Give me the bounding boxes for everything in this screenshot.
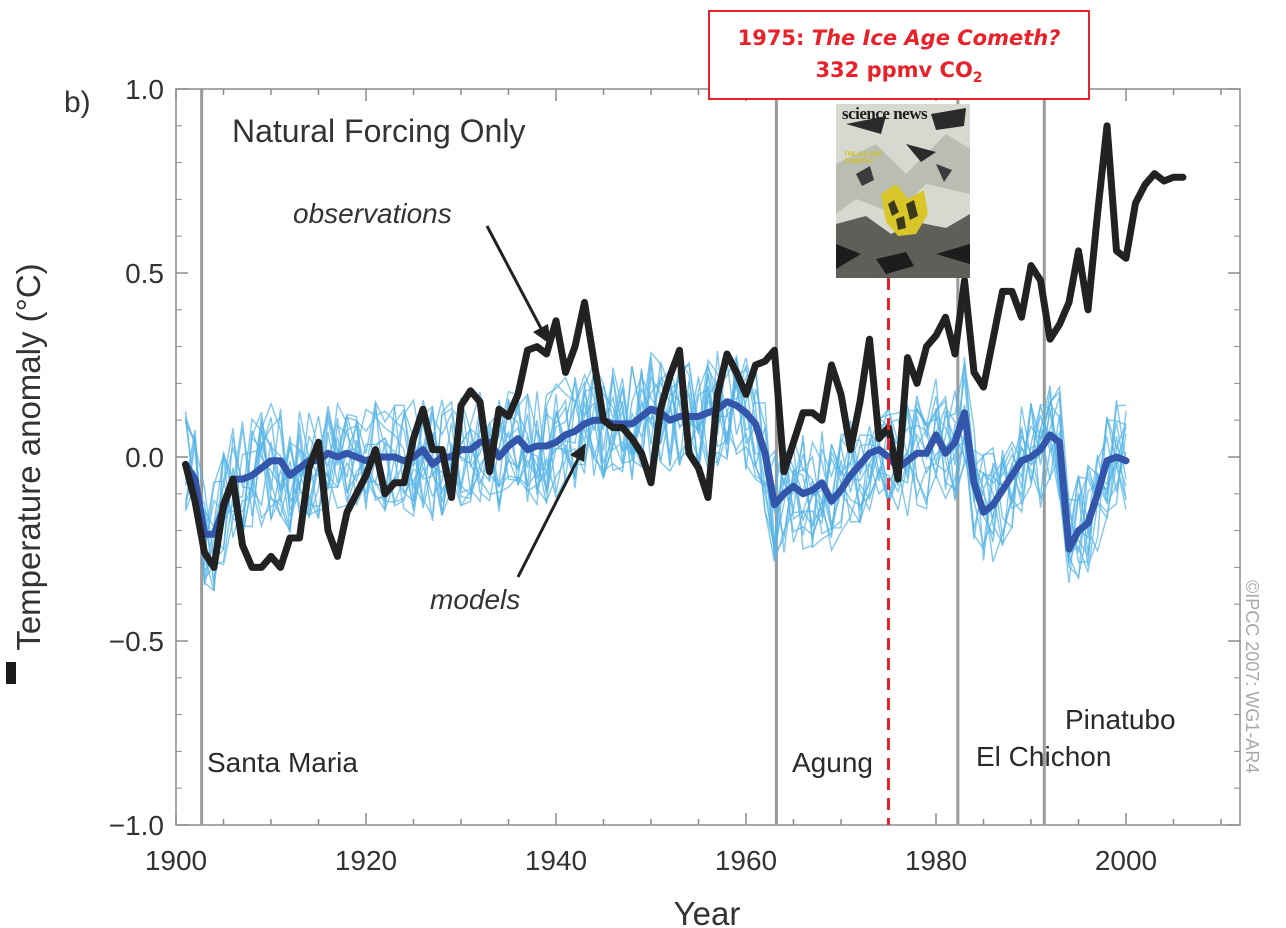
x-axis-title: Year [674, 895, 741, 928]
callout-co2: 332 ppmv CO [815, 58, 973, 82]
x-tick-label: 2000 [1095, 845, 1157, 876]
panel-label: b) [64, 86, 91, 119]
volcano-label-agung: Agung [792, 747, 873, 778]
callout-co2-subscript: 2 [972, 70, 983, 87]
volcano-label-el-chichon: El Chichon [976, 741, 1111, 772]
y-tick-labels: 1.0 0.5 0.0 −0.5 −1.0 [109, 74, 164, 841]
x-tick-label: 1960 [715, 845, 777, 876]
callout-headline: The Ice Age Cometh? [811, 26, 1061, 50]
observations-arrowhead [533, 324, 551, 345]
x-tick-label: 1900 [145, 845, 207, 876]
y-tick-label: 0.5 [125, 258, 164, 289]
science-news-cover-image: science news THE ICE AGE COMETH? [836, 104, 970, 278]
callout-1975-box: 1975: The Ice Age Cometh? 332 ppmv CO2 [708, 10, 1090, 100]
callout-line-1: 1975: The Ice Age Cometh? [710, 22, 1088, 54]
x-tick-label: 1980 [905, 845, 967, 876]
callout-year: 1975: [737, 26, 805, 50]
y-tick-label: −0.5 [109, 626, 164, 657]
cover-artwork [836, 104, 970, 278]
observations-arrow [485, 225, 546, 335]
y-axis-title-tab [6, 662, 16, 684]
observations-annotation: observations [293, 198, 452, 229]
y-tick-label: 0.0 [125, 442, 164, 473]
y-tick-label: 1.0 [125, 74, 164, 105]
volcano-label-pinatubo: Pinatubo [1065, 704, 1176, 735]
ipcc-watermark: ©IPCC 2007: WG1-AR4 [1242, 580, 1262, 774]
models-arrowhead [570, 443, 586, 462]
chart-title: Natural Forcing Only [232, 113, 525, 149]
models-arrow [516, 454, 582, 578]
y-axis-title: Temperature anomaly (°C) [10, 263, 47, 650]
cover-masthead: science news [842, 104, 928, 123]
models-annotation: models [430, 584, 520, 615]
observations-line [182, 122, 1187, 571]
x-tick-label: 1940 [525, 845, 587, 876]
models-mean-line [182, 398, 1130, 553]
cover-headline: THE ICE AGE COMETH? [844, 152, 883, 165]
x-tick-labels: 1900 1920 1940 1960 1980 2000 [145, 845, 1157, 876]
y-tick-marks [176, 88, 1240, 826]
volcano-label-santa-maria: Santa Maria [207, 747, 358, 778]
callout-line-2: 332 ppmv CO2 [710, 54, 1088, 94]
x-tick-label: 1920 [335, 845, 397, 876]
y-tick-label: −1.0 [109, 810, 164, 841]
